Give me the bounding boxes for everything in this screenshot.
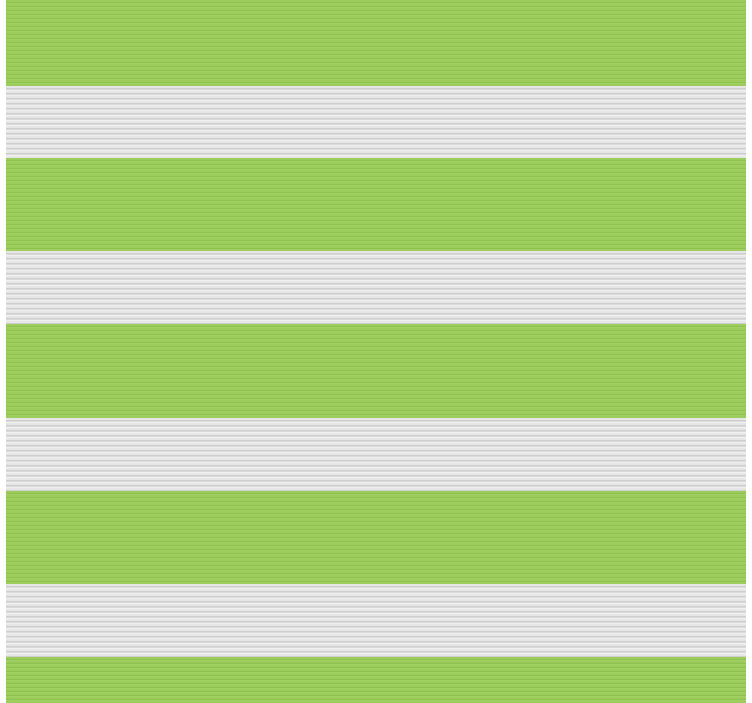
- gray-stripe-band: [6, 86, 746, 158]
- green-stripe-band: [6, 158, 746, 251]
- striped-fabric: [6, 0, 746, 703]
- green-stripe-band: [6, 657, 746, 703]
- green-stripe-band: [6, 324, 746, 418]
- gray-stripe-band: [6, 251, 746, 324]
- green-stripe-band: [6, 491, 746, 584]
- gray-stripe-band: [6, 418, 746, 491]
- gray-stripe-band: [6, 584, 746, 657]
- green-stripe-band: [6, 0, 746, 86]
